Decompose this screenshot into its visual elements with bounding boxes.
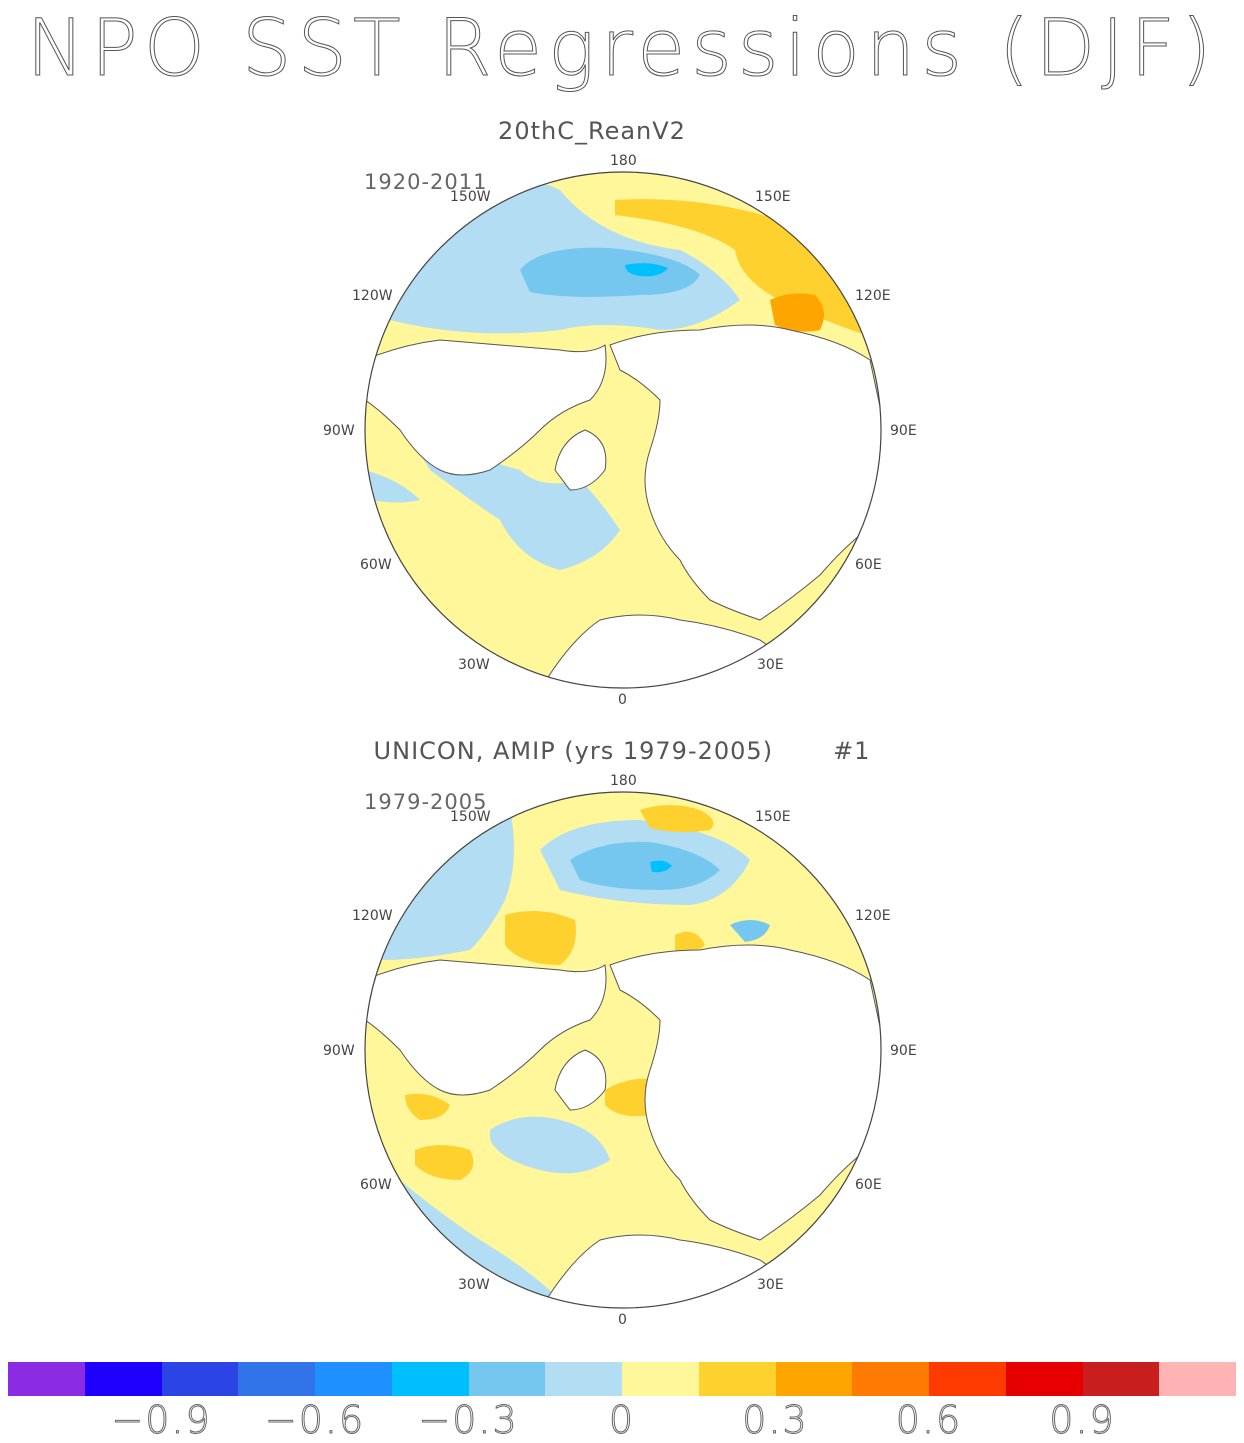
- panel-2-land-north-america: [365, 959, 607, 1096]
- colorbar-swatch: [84, 1362, 162, 1396]
- colorbar-swatch: [1159, 1362, 1236, 1396]
- panel-1-land-eurasia: [609, 324, 881, 621]
- panel-2-atlantic-blue: [365, 1150, 560, 1308]
- panel-2-period: 1979-2005: [364, 790, 488, 814]
- panel-2-lon-120w: 120W: [352, 908, 393, 924]
- colorbar-swatch: [545, 1362, 622, 1396]
- colorbar-label: −0.9: [111, 1398, 212, 1443]
- colorbar-swatch: [775, 1362, 853, 1396]
- panel-1-map: [365, 172, 881, 688]
- colorbar-swatch: [468, 1362, 546, 1396]
- panel-1-lon-0: 0: [618, 692, 627, 708]
- panel-2-land-greenland: [554, 1049, 607, 1111]
- panel-1-lon-60e: 60E: [855, 557, 882, 573]
- panel-2-lon-60w: 60W: [360, 1177, 392, 1193]
- panel-1-title-text: 20thC_ReanV2: [498, 117, 686, 145]
- colorbar-label: −0.3: [418, 1398, 519, 1443]
- panel-1-lon-150e: 150E: [755, 189, 791, 205]
- colorbar-swatch: [161, 1362, 239, 1396]
- panel-2-lon-90e: 90E: [890, 1043, 917, 1059]
- panel-1-lon-180: 180: [610, 153, 637, 169]
- panel-2-mark: #1: [833, 737, 871, 765]
- panel-1-lon-90w: 90W: [323, 423, 355, 439]
- panel-2-nw-pacific-orange: [640, 805, 714, 833]
- panel-2-lon-30w: 30W: [458, 1277, 490, 1293]
- colorbar-labels: −0.9 −0.6 −0.3 0 0.3 0.6 0.9: [0, 1398, 1244, 1443]
- panel-1-kuroshio-strong: [770, 293, 824, 332]
- panel-1-period: 1920-2011: [364, 170, 488, 194]
- panel-2-lon-90w: 90W: [323, 1043, 355, 1059]
- panel-1-lon-150w: 150W: [450, 189, 491, 205]
- panel-2-land-eurasia: [609, 944, 881, 1241]
- colorbar-swatch: [852, 1362, 929, 1396]
- colorbar-label: 0.6: [895, 1398, 963, 1443]
- panel-1-pacific-blue2: [520, 247, 700, 297]
- panel-1-frame: [364, 171, 882, 689]
- panel-2-atlantic-orange2: [405, 1093, 450, 1120]
- panel-2-lon-0: 0: [618, 1312, 627, 1328]
- panel-2-core: [650, 860, 672, 873]
- panel-1-lon-30e: 30E: [757, 657, 784, 673]
- panel-2-map: [365, 792, 881, 1308]
- panel-2-lon-30e: 30E: [757, 1277, 784, 1293]
- panel-2-kuroshio-blue: [730, 920, 770, 942]
- colorbar-swatch: [8, 1362, 85, 1396]
- panel-1-lon-90e: 90E: [890, 423, 917, 439]
- colorbar-swatch: [929, 1362, 1006, 1396]
- colorbar-swatch: [315, 1362, 392, 1396]
- panel-2-title-text: UNICON, AMIP (yrs 1979-2005): [373, 737, 774, 765]
- panel-1-lon-30w: 30W: [458, 657, 490, 673]
- colorbar-label: 0.3: [742, 1398, 809, 1443]
- panel-2-atlantic-orange: [415, 1145, 474, 1180]
- panel-1-pacific-core: [625, 263, 668, 277]
- panel-2-lon-60e: 60E: [855, 1177, 882, 1193]
- panel-2-frame: [364, 791, 882, 1309]
- panel-2-lon-120e: 120E: [855, 908, 891, 924]
- panel-1-labrador-blue: [365, 470, 420, 503]
- panel-2-lon-180: 180: [610, 773, 637, 789]
- colorbar: [8, 1362, 1236, 1396]
- colorbar-swatch: [622, 1362, 699, 1396]
- colorbar-label: −0.6: [264, 1398, 366, 1443]
- panel-2-title: UNICON, AMIP (yrs 1979-2005) #1: [0, 737, 1244, 765]
- figure-title: NPO SST Regressions (DJF): [26, 4, 1218, 95]
- panel-1-lon-120w: 120W: [352, 288, 393, 304]
- colorbar-label: 0.9: [1049, 1398, 1116, 1443]
- panel-1-land-greenland: [554, 429, 607, 491]
- panel-2-central-pacific-blue2: [570, 841, 720, 890]
- panel-2-ne-pacific-blue: [365, 806, 514, 960]
- panel-2-atlantic-blue-mid: [490, 1116, 610, 1174]
- colorbar-swatch: [238, 1362, 315, 1396]
- panel-2-lon-150w: 150W: [450, 809, 491, 825]
- panel-2-lon-150e: 150E: [755, 809, 791, 825]
- panel-1-land-north-america: [365, 339, 607, 476]
- panel-2-east-orange: [505, 911, 576, 965]
- colorbar-swatch: [1005, 1362, 1083, 1396]
- panel-1-title: 20thC_ReanV2: [0, 117, 1244, 145]
- colorbar-swatch: [391, 1362, 469, 1396]
- colorbar-swatch: [1082, 1362, 1160, 1396]
- colorbar-label: 0: [608, 1398, 636, 1443]
- panel-1-lon-60w: 60W: [360, 557, 392, 573]
- panel-1-gom-blue: [380, 556, 400, 580]
- colorbar-swatch: [698, 1362, 776, 1396]
- panel-1-lon-120e: 120E: [855, 288, 891, 304]
